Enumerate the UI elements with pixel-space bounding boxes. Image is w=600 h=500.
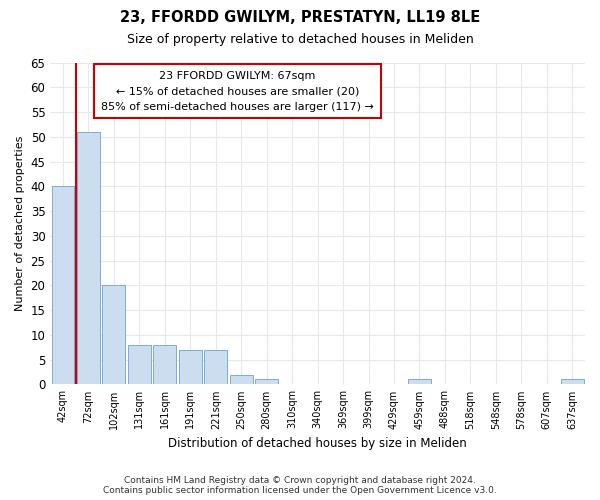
X-axis label: Distribution of detached houses by size in Meliden: Distribution of detached houses by size … [168,437,467,450]
Bar [408,380,431,384]
Text: Contains HM Land Registry data © Crown copyright and database right 2024.
Contai: Contains HM Land Registry data © Crown c… [103,476,497,495]
Text: 23, FFORDD GWILYM, PRESTATYN, LL19 8LE: 23, FFORDD GWILYM, PRESTATYN, LL19 8LE [120,10,480,25]
Bar [128,345,151,385]
Text: Size of property relative to detached houses in Meliden: Size of property relative to detached ho… [127,32,473,46]
Text: 23 FFORDD GWILYM: 67sqm
← 15% of detached houses are smaller (20)
85% of semi-de: 23 FFORDD GWILYM: 67sqm ← 15% of detache… [101,70,374,112]
Bar [77,132,100,384]
Bar [255,380,278,384]
Bar [154,345,176,385]
Bar [205,350,227,384]
Y-axis label: Number of detached properties: Number of detached properties [15,136,25,311]
Bar [230,374,253,384]
Bar [103,286,125,384]
Bar [179,350,202,384]
Bar [561,380,584,384]
Bar [52,186,74,384]
